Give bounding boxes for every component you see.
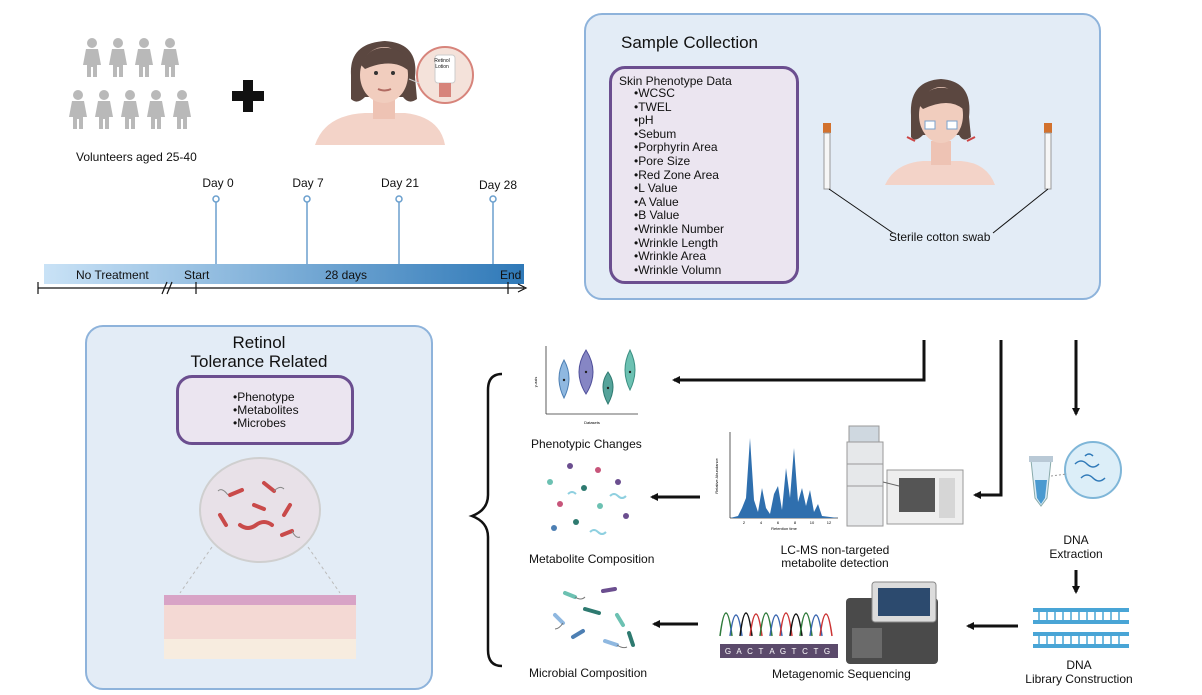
dna-extraction-illustration: [1029, 441, 1122, 507]
no-treatment-label: No Treatment: [76, 268, 149, 282]
curly-brace: [468, 372, 503, 668]
dna-base: T: [759, 647, 764, 656]
dna-base: C: [747, 647, 753, 656]
day7-label: Day 7: [292, 176, 324, 190]
volunteers-label: Volunteers aged 25-40: [76, 150, 197, 164]
retinol-item: •Microbes: [233, 416, 286, 430]
chrom-tick: 2: [743, 520, 746, 525]
day21-label: Day 21: [380, 176, 420, 190]
sequencing-trace-chart: G A C T A G T C T G: [719, 612, 838, 658]
phenotype-item: •L Value: [634, 181, 678, 196]
chrom-tick: 12: [827, 520, 832, 525]
dna-base: C: [802, 647, 808, 656]
violin-ylabel: y-axis: [533, 377, 538, 387]
phenotype-header: Skin Phenotype Data: [619, 74, 732, 88]
metagenomic-label: Metagenomic Sequencing: [772, 667, 911, 681]
dna-base: A: [769, 647, 775, 656]
chrom-ylabel: Relative Abundance: [714, 457, 719, 493]
dna-library-line1: DNA: [1066, 658, 1092, 672]
retinol-title-line1: Retinol: [232, 333, 286, 352]
lcms-label: LC-MS non-targeted metabolite detection: [770, 544, 900, 570]
day28-label: Day 28: [478, 178, 518, 192]
dna-base: A: [736, 647, 742, 656]
retinol-item: •Metabolites: [233, 403, 299, 417]
plus-icon: [232, 80, 264, 112]
phenotype-item: •WCSC: [634, 86, 675, 100]
retinol-item: •Phenotype: [233, 390, 295, 404]
microbial-composition-label: Microbial Composition: [529, 666, 648, 680]
retinol-title-line2: Tolerance Related: [190, 352, 328, 371]
phenotype-item: •TWEL: [634, 99, 672, 114]
dna-base: G: [725, 647, 731, 656]
chromatogram-chart: Relative Abundance Retention time 2 4 6 …: [714, 432, 838, 531]
start-label: Start: [184, 268, 210, 282]
phenotype-item: •Porphyrin Area: [634, 140, 718, 155]
phenotype-item: •pH: [634, 113, 654, 128]
phenotype-item: •Wrinkle Number: [634, 221, 725, 236]
chrom-tick: 10: [810, 520, 815, 525]
retinol-items-box: [176, 375, 354, 445]
woman-face-illustration: [315, 41, 474, 145]
phenotype-item: •A Value: [634, 194, 679, 209]
dna-base: G: [780, 647, 786, 656]
chrom-tick: 4: [760, 520, 763, 525]
violin-xlabel: Datasets: [584, 420, 600, 425]
chrom-xlabel: Retention time: [771, 526, 798, 531]
swab-collection-illustration: [823, 79, 1052, 234]
chrom-tick: 6: [777, 520, 780, 525]
dna-extraction-line2: Extraction: [1049, 547, 1103, 561]
phenotype-item: •Red Zone Area: [634, 167, 719, 182]
dna-base: T: [792, 647, 797, 656]
retinol-title: Retinol Tolerance Related: [85, 333, 433, 371]
volunteer-group: [62, 35, 212, 145]
sequencer-instrument-illustration: [846, 581, 938, 664]
retinol-items-list: •Phenotype •Metabolites •Microbes: [233, 391, 299, 430]
arrow-to-phenotypic: [672, 340, 926, 384]
sample-collection-title: Sample Collection: [621, 33, 759, 52]
skin-microbes-illustration: [164, 457, 356, 659]
lcms-label-line2: metabolite detection: [781, 556, 889, 570]
violin-plot: y-axis Datasets: [533, 346, 638, 425]
swab-label: Sterile cotton swab: [889, 230, 991, 244]
phenotype-data-box: [609, 66, 799, 284]
phenotype-item: •Wrinkle Area: [634, 249, 707, 264]
dna-extraction-label: DNA Extraction: [1036, 533, 1116, 561]
dna-base: G: [824, 647, 830, 656]
phenotype-item: •Wrinkle Volumn: [634, 262, 722, 277]
people-icons: [69, 38, 191, 129]
duration-label: 28 days: [325, 268, 368, 282]
end-label: End: [500, 268, 522, 282]
dna-library-label: DNA Library Construction: [1016, 658, 1142, 686]
arrow-to-lcms: [973, 340, 1003, 499]
phenotype-item: •Wrinkle Length: [634, 235, 719, 250]
phenotype-item: •B Value: [634, 208, 680, 223]
lcms-instrument-illustration: [846, 425, 964, 527]
lcms-label-line1: LC-MS non-targeted: [780, 543, 890, 557]
microbial-illustration: [553, 587, 635, 649]
phenotype-item: •Sebum: [634, 126, 677, 141]
phenotype-list: •WCSC •TWEL •pH •Sebum •Porphyrin Area •…: [634, 86, 794, 277]
timeline-graphic: [37, 195, 528, 295]
dna-library-line2: Library Construction: [1025, 672, 1133, 686]
dna-base: T: [814, 647, 819, 656]
dna-library-illustration: [1033, 608, 1129, 648]
dna-extraction-line1: DNA: [1063, 533, 1089, 547]
phenotypic-changes-label: Phenotypic Changes: [531, 437, 642, 451]
metabolite-composition-label: Metabolite Composition: [529, 552, 655, 566]
chrom-tick: 8: [794, 520, 797, 525]
lotion-label: Retinol Lotion: [434, 58, 450, 70]
metabolite-dots-illustration: [547, 463, 629, 535]
day0-label: Day 0: [202, 176, 234, 190]
phenotype-item: •Pore Size: [634, 153, 691, 168]
